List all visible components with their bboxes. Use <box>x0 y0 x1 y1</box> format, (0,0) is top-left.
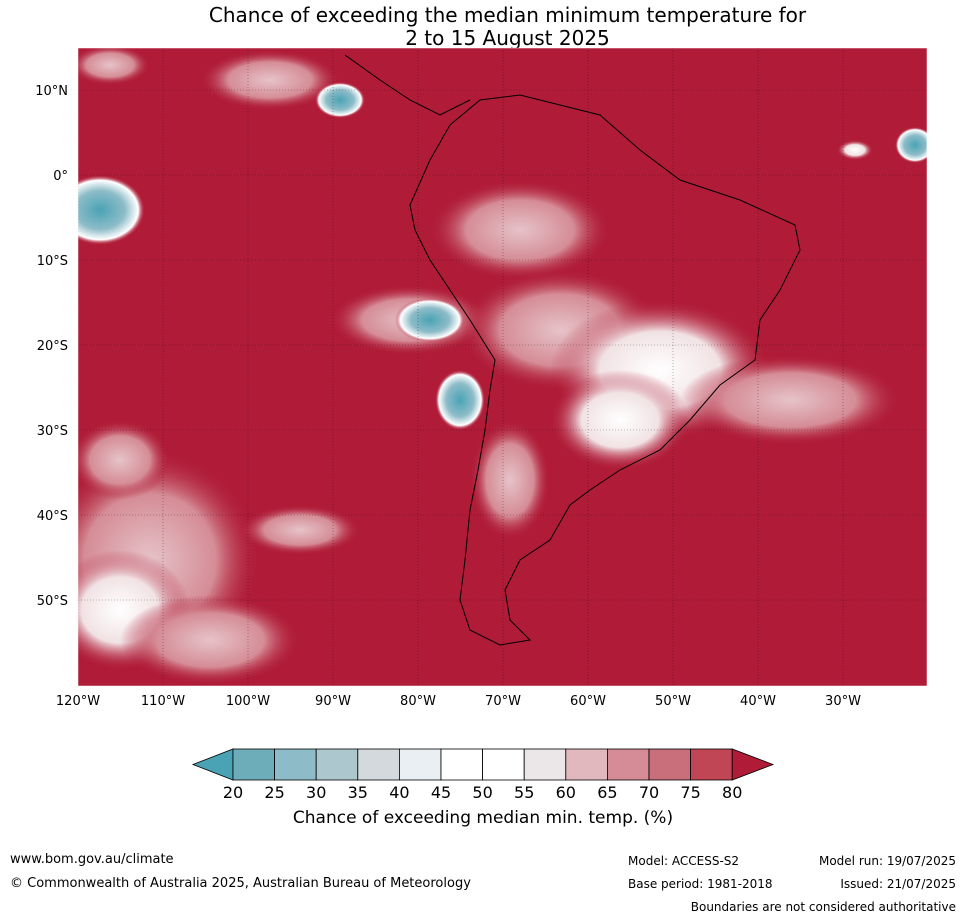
lon-tick-label: 70°W <box>485 694 521 709</box>
pale-patch-north <box>200 50 340 110</box>
colorbar-tick-label: 40 <box>389 783 409 802</box>
colorbar-segment <box>523 748 567 781</box>
lat-tick-label: 10°S <box>37 254 68 269</box>
colorbar-extend-low <box>191 748 234 781</box>
white-region-south-brazil <box>550 370 690 470</box>
pale-region-south <box>120 595 300 685</box>
graticule <box>78 48 927 686</box>
blue-patch-chile <box>435 370 485 430</box>
pale-region-argentina <box>470 420 550 540</box>
footer-copyright: © Commonwealth of Australia 2025, Austra… <box>10 876 471 891</box>
lon-tick-label: 80°W <box>400 694 436 709</box>
lat-tick-label: 40°S <box>37 509 68 524</box>
pale-patch-1 <box>240 505 360 555</box>
colorbar-segment <box>482 748 525 781</box>
pale-region-west <box>78 420 170 500</box>
lon-tick-label: 30°W <box>825 694 861 709</box>
title-line-1: Chance of exceeding the median minimum t… <box>208 3 807 27</box>
colorbar-tick-label: 70 <box>639 783 659 802</box>
colorbar-tick-label: 55 <box>514 783 534 802</box>
map-frame <box>77 47 928 687</box>
lat-tick-label: 10°N <box>35 84 68 99</box>
lon-tick-label: 110°W <box>141 694 185 709</box>
blue-patch-east <box>895 127 927 163</box>
colorbar-segment <box>232 748 275 781</box>
footer-website[interactable]: www.bom.gov.au/climate <box>10 852 174 867</box>
lon-tick-label: 50°W <box>655 694 691 709</box>
latitude-labels: 10°N 0° 10°S 20°S 30°S 40°S 50°S <box>35 84 68 609</box>
title-line-2: 2 to 15 August 2025 <box>405 26 610 50</box>
pale-region-atlantic <box>680 355 900 445</box>
footer-model: Model: ACCESS-S2 <box>628 854 740 868</box>
colorbar-tick-label: 65 <box>597 783 617 802</box>
colorbar-labels: 20 25 30 35 40 45 50 55 60 65 70 75 80 <box>223 783 743 802</box>
blue-patch-peru <box>395 298 465 342</box>
colorbar-tick-label: 45 <box>431 783 451 802</box>
colorbar-tick-label: 35 <box>348 783 368 802</box>
colorbar-tick-label: 80 <box>722 783 742 802</box>
colorbar-segment <box>648 748 691 781</box>
colorbar-segment <box>398 748 442 781</box>
colorbar-tick-label: 60 <box>556 783 576 802</box>
footer-disclaimer: Boundaries are not considered authoritat… <box>690 900 956 914</box>
longitude-labels: 120°W 110°W 100°W 90°W 80°W 70°W 60°W 50°W 40°W 3… <box>56 694 861 709</box>
footer-base-period: Base period: 1981-2018 <box>628 877 773 891</box>
colorbar-tick-label: 20 <box>223 783 243 802</box>
colorbar-segment <box>440 748 483 781</box>
colorbar-segment <box>607 748 650 781</box>
colorbar-title: Chance of exceeding median min. temp. (%… <box>292 808 674 828</box>
lon-tick-label: 100°W <box>226 694 270 709</box>
lon-tick-label: 90°W <box>315 694 351 709</box>
colorbar-tick-label: 25 <box>264 783 284 802</box>
colorbar-tick-label: 75 <box>680 783 700 802</box>
footer-issued: Issued: 21/07/2025 <box>840 877 956 891</box>
colorbar-extend-high <box>731 748 775 781</box>
lat-tick-label: 0° <box>53 169 68 184</box>
blue-patch-north <box>315 82 365 118</box>
coastline-central-america <box>344 54 471 116</box>
lon-tick-label: 120°W <box>56 694 100 709</box>
colorbar-segment <box>690 748 733 781</box>
colorbar-segment <box>565 748 608 781</box>
blue-patch-equatorial <box>78 175 145 245</box>
chart-title: Chance of exceeding the median minimum t… <box>0 4 965 50</box>
map-field <box>78 48 927 686</box>
colorbar-segment <box>357 748 400 781</box>
pale-region-amazon <box>430 180 610 280</box>
colorbar-tick-label: 30 <box>306 783 326 802</box>
lon-tick-label: 40°W <box>740 694 776 709</box>
lat-tick-label: 50°S <box>37 594 68 609</box>
colorbar <box>191 748 775 781</box>
lat-tick-label: 20°S <box>37 339 68 354</box>
footer-model-run: Model run: 19/07/2025 <box>818 854 956 868</box>
colorbar-tick-label: 50 <box>472 783 492 802</box>
lat-tick-label: 30°S <box>37 424 68 439</box>
colorbar-segment <box>274 748 317 781</box>
white-patch-east <box>837 140 873 160</box>
coastline-south-america <box>409 94 801 646</box>
colorbar-segment <box>315 748 359 781</box>
lon-tick-label: 60°W <box>570 694 606 709</box>
pale-patch-northwest <box>78 48 150 85</box>
